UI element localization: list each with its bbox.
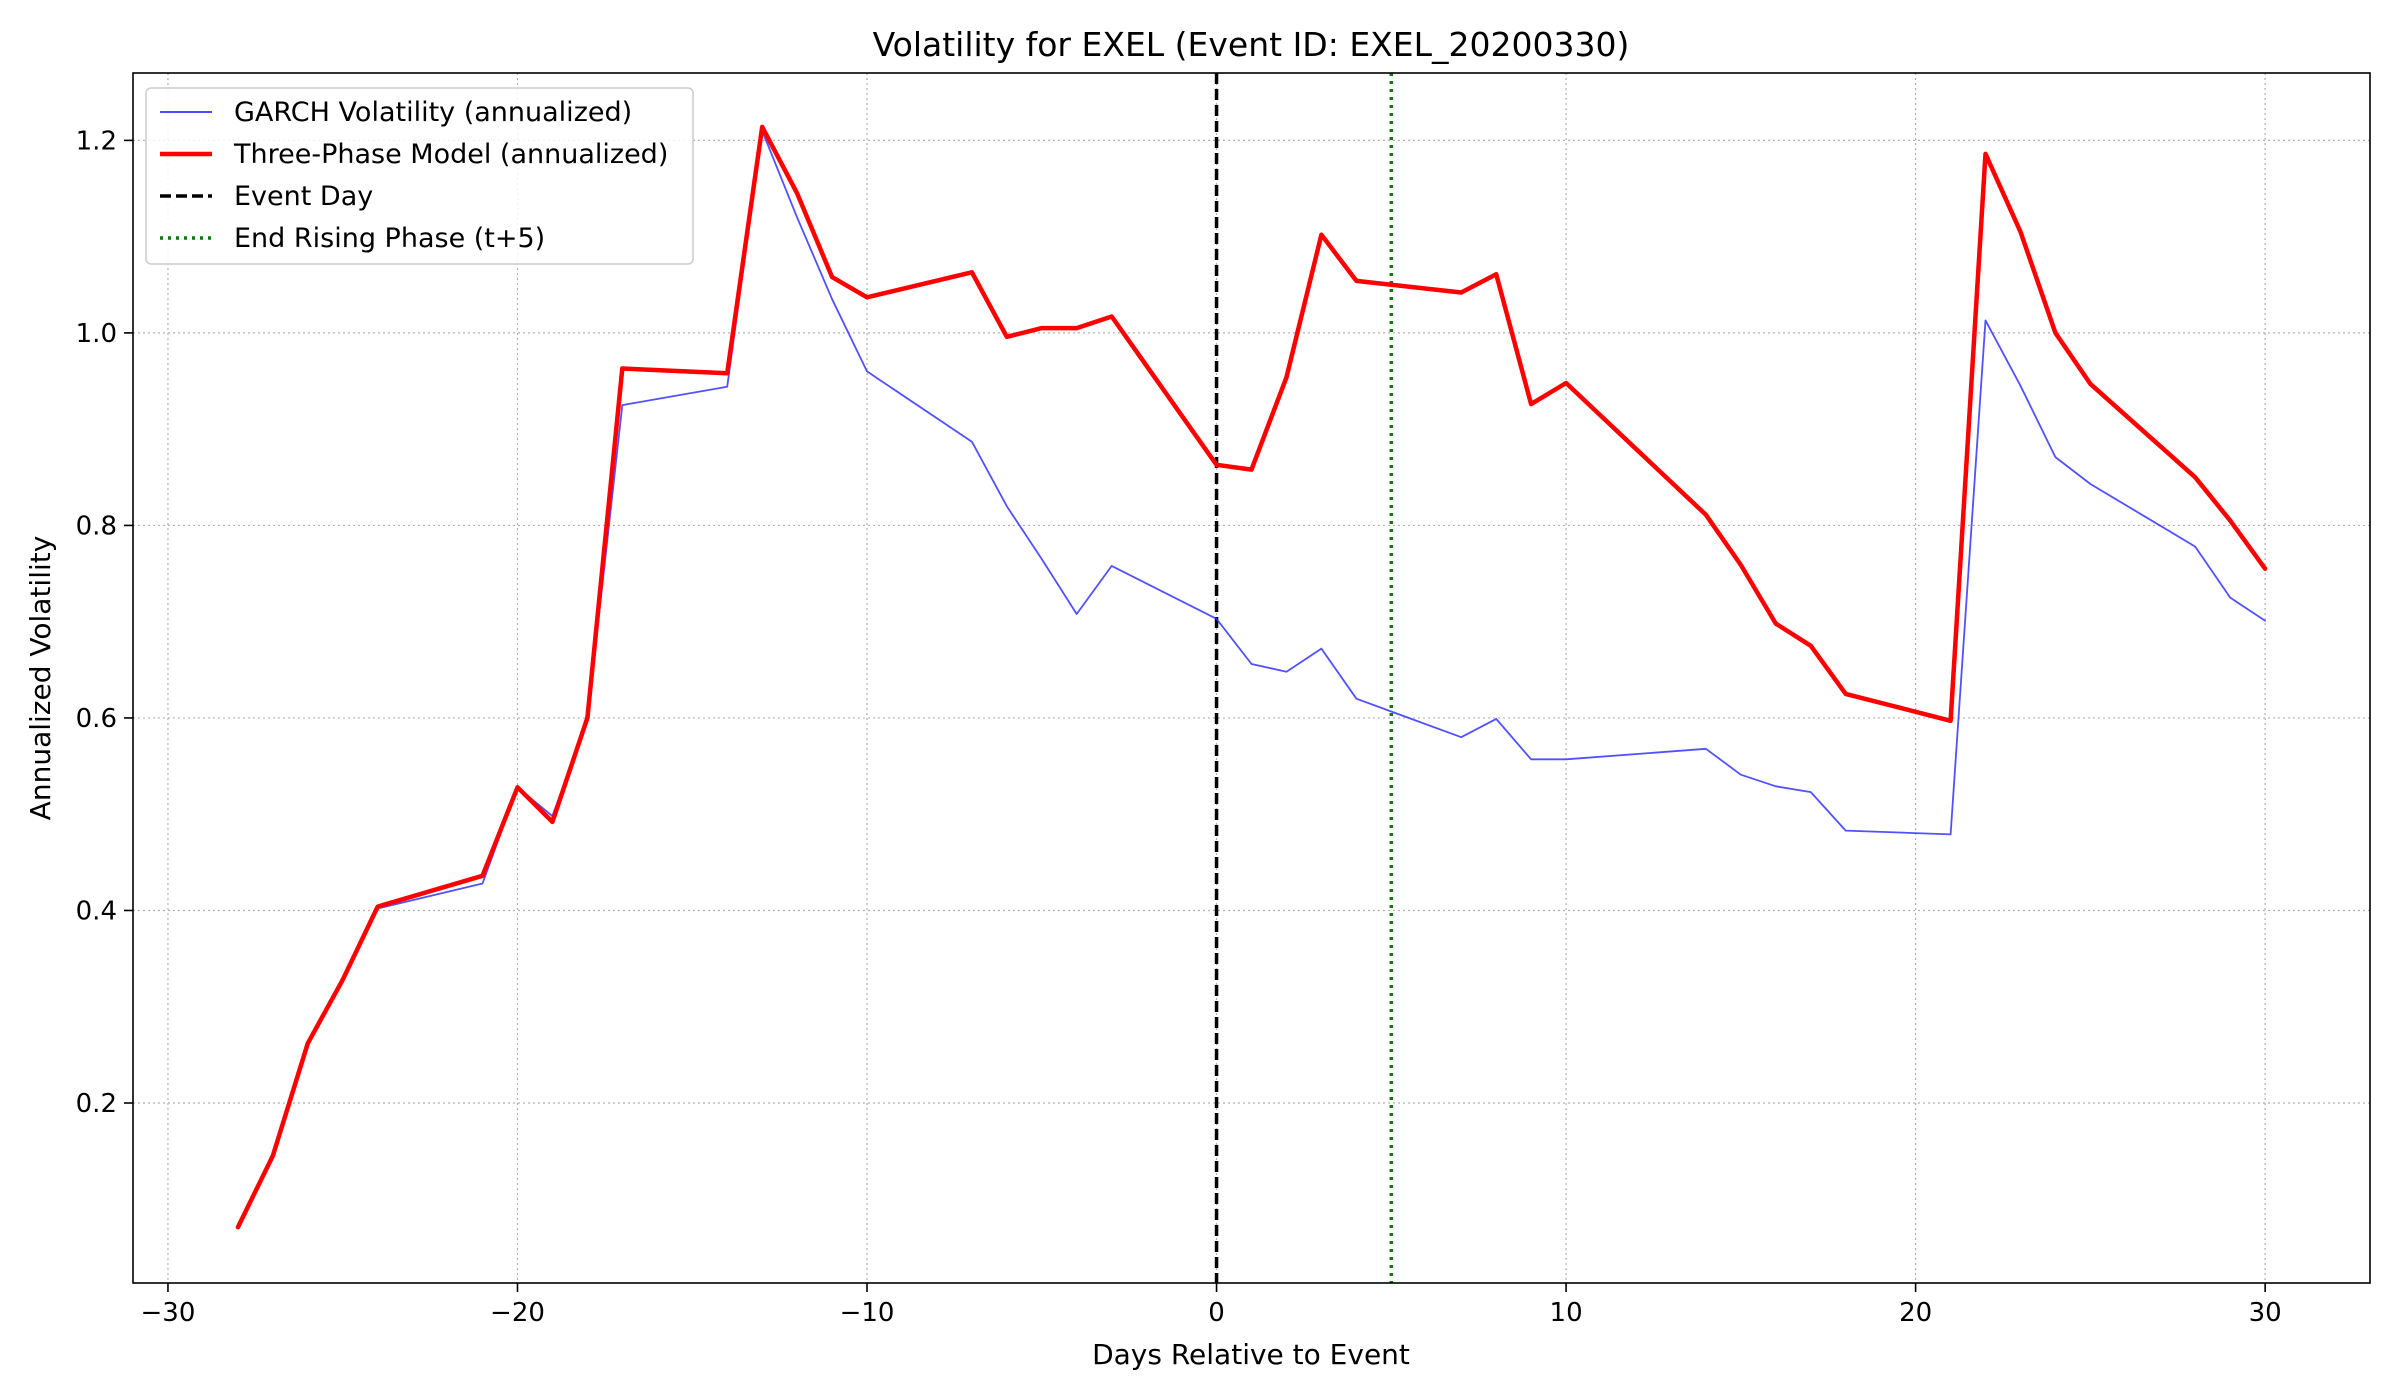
x-tick-label: 10: [1550, 1298, 1583, 1328]
y-tick-label: 1.0: [76, 319, 117, 349]
x-tick-label: −10: [840, 1298, 895, 1328]
three-phase-model-line: [235, 124, 2268, 1230]
series-layer: [235, 124, 2268, 1230]
x-tick-label: 0: [1208, 1298, 1225, 1328]
y-tick-label: 0.4: [76, 896, 117, 926]
legend-label-garch: GARCH Volatility (annualized): [234, 97, 632, 128]
y-tick-label: 0.2: [76, 1089, 117, 1119]
vline-layer: [1214, 73, 1394, 1283]
x-tick-label: 20: [1899, 1298, 1932, 1328]
y-tick-label: 0.6: [76, 704, 117, 734]
chart-title: Volatility for EXEL (Event ID: EXEL_2020…: [873, 25, 1630, 64]
garch-volatility-line: [236, 129, 2267, 1229]
y-axis-label: Annualized Volatility: [24, 536, 57, 821]
legend-label-event-day: Event Day: [234, 181, 373, 212]
x-tick-label: 30: [2249, 1298, 2282, 1328]
y-tick-label: 1.2: [76, 126, 117, 156]
plot-frame: [132, 72, 2371, 1284]
y-tick-label: 0.8: [76, 511, 117, 541]
legend-label-end-rising: End Rising Phase (t+5): [234, 223, 545, 254]
x-axis-label: Days Relative to Event: [1092, 1338, 1410, 1371]
legend-label-three-phase: Three-Phase Model (annualized): [233, 139, 668, 170]
tick-layer: −30 −20 −10 0 10 20 30 0.2 0.4 0.6 0.8 1.0 1.2: [76, 126, 2282, 1328]
legend: GARCH Volatility (annualized) Three-Phas…: [145, 87, 694, 265]
x-tick-label: −20: [490, 1298, 545, 1328]
legend-box: [145, 87, 694, 265]
x-tick-label: −30: [141, 1298, 196, 1328]
